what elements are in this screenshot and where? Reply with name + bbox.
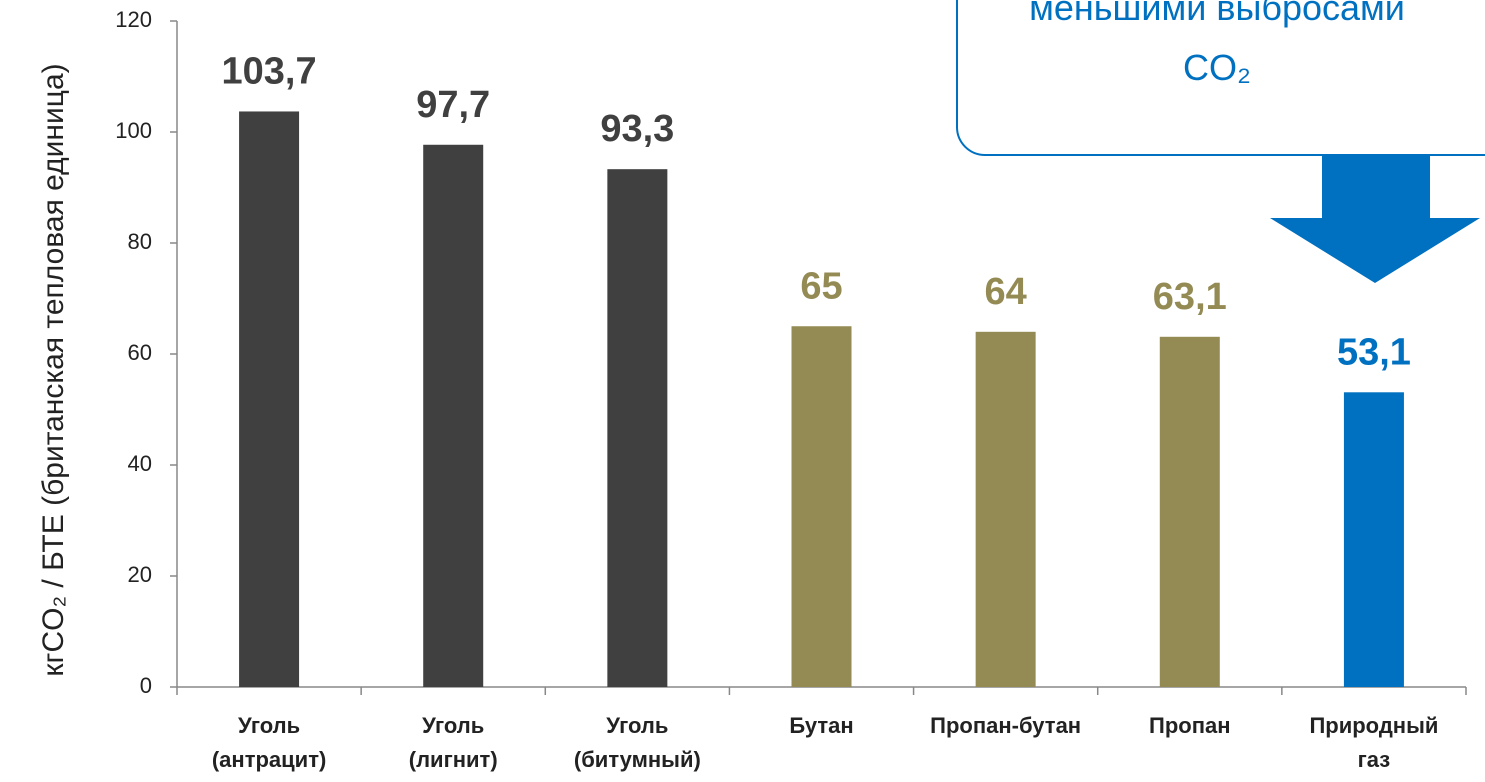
bar	[791, 326, 852, 687]
x-tick-label: Уголь (антрацит)	[212, 713, 326, 772]
x-tick-label: Уголь (лигнит)	[409, 713, 498, 772]
bar	[975, 331, 1036, 687]
value-label: 97,7	[416, 84, 490, 126]
x-tick-label: Пропан-бутан	[930, 713, 1081, 738]
callout-box	[956, 0, 1485, 156]
y-tick-label: 100	[115, 118, 152, 143]
bar	[607, 169, 668, 687]
y-tick-label: 0	[140, 673, 152, 698]
x-tick-label: Пропан	[1149, 713, 1231, 738]
y-tick-label: 20	[128, 562, 152, 587]
value-label: 63,1	[1153, 276, 1227, 318]
value-label: 93,3	[600, 108, 674, 150]
x-tick-label: Бутан	[789, 713, 853, 738]
bar	[1343, 392, 1404, 687]
value-label: 103,7	[222, 50, 317, 92]
value-label: 65	[800, 265, 842, 307]
y-axis-label: кгCO₂ / БТЕ (британская тепловая единица…	[37, 63, 70, 676]
bar	[1159, 336, 1220, 687]
arrow	[1270, 155, 1480, 283]
y-tick-label: 80	[128, 229, 152, 254]
annotation: меньшими выбросами CO₂	[1029, 0, 1405, 88]
y-tick-label: 120	[115, 7, 152, 32]
bar	[239, 111, 300, 688]
y-tick-label: 40	[128, 451, 152, 476]
x-tick-label: Природный газ	[1309, 713, 1438, 772]
bar	[423, 144, 484, 687]
value-label: 64	[985, 271, 1027, 313]
y-tick-label: 60	[128, 340, 152, 365]
value-label: 53,1	[1337, 331, 1411, 373]
x-tick-label: Уголь (битумный)	[574, 713, 701, 772]
